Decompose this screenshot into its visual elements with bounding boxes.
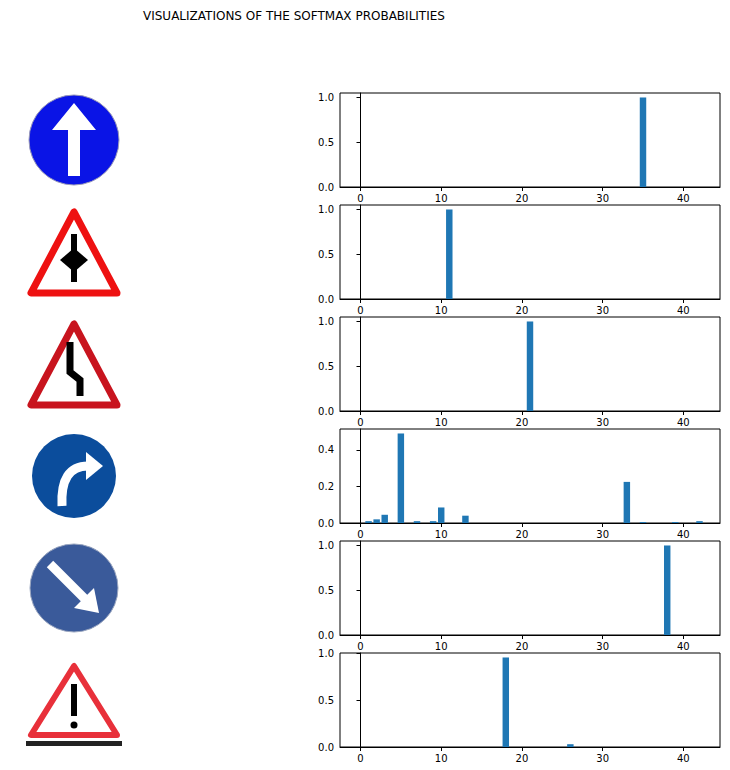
svg-text:0.4: 0.4 [318,444,334,455]
svg-text:40: 40 [677,753,690,764]
svg-text:0.5: 0.5 [318,695,334,706]
svg-text:30: 30 [596,753,609,764]
svg-text:20: 20 [516,417,529,428]
svg-text:30: 30 [596,529,609,540]
svg-text:0: 0 [357,305,363,316]
svg-text:10: 10 [435,529,448,540]
svg-text:20: 20 [516,193,529,204]
svg-text:10: 10 [435,753,448,764]
svg-text:0.0: 0.0 [318,294,334,305]
svg-text:20: 20 [516,529,529,540]
svg-text:40: 40 [677,529,690,540]
svg-text:0.5: 0.5 [318,249,334,260]
svg-text:20: 20 [516,641,529,652]
svg-text:30: 30 [596,641,609,652]
svg-text:0: 0 [357,529,363,540]
svg-text:1.0: 1.0 [318,316,334,327]
svg-text:0.2: 0.2 [318,481,334,492]
svg-text:1.0: 1.0 [318,204,334,215]
svg-text:10: 10 [435,417,448,428]
svg-text:0.5: 0.5 [318,585,334,596]
svg-text:40: 40 [677,641,690,652]
svg-text:0.0: 0.0 [318,630,334,641]
svg-text:30: 30 [596,193,609,204]
svg-text:40: 40 [677,417,690,428]
svg-text:0.0: 0.0 [318,406,334,417]
svg-text:1.0: 1.0 [318,540,334,551]
svg-text:0.5: 0.5 [318,137,334,148]
svg-text:1.0: 1.0 [318,92,334,103]
svg-text:40: 40 [677,193,690,204]
svg-text:0.0: 0.0 [318,182,334,193]
svg-text:30: 30 [596,417,609,428]
svg-text:0: 0 [357,753,363,764]
svg-text:0: 0 [357,641,363,652]
svg-text:VISUALIZATIONS OF THE SOFTMAX: VISUALIZATIONS OF THE SOFTMAX PROBABILIT… [143,9,445,23]
svg-text:40: 40 [677,305,690,316]
svg-text:10: 10 [435,193,448,204]
svg-text:10: 10 [435,641,448,652]
svg-text:0.0: 0.0 [318,742,334,753]
svg-text:0: 0 [357,193,363,204]
svg-text:30: 30 [596,305,609,316]
svg-text:20: 20 [516,305,529,316]
svg-text:0: 0 [357,417,363,428]
svg-text:20: 20 [516,753,529,764]
svg-text:0.0: 0.0 [318,518,334,529]
svg-text:10: 10 [435,305,448,316]
svg-text:1.0: 1.0 [318,648,334,659]
svg-text:0.5: 0.5 [318,361,334,372]
